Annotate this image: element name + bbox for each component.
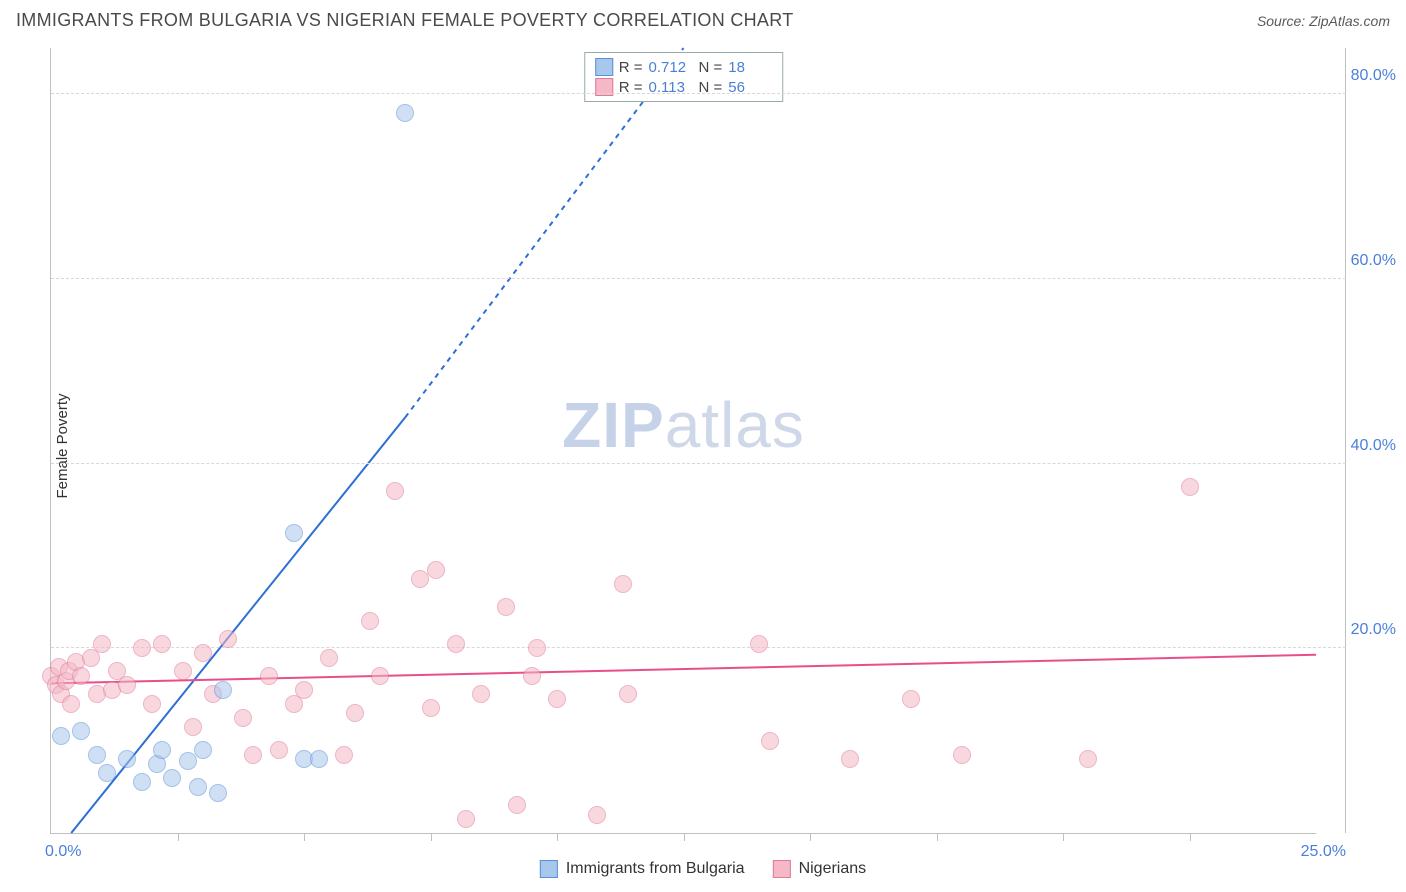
data-point (371, 667, 389, 685)
plot-area: ZIPatlas R = 0.712 N = 18 R = 0.113 N = … (50, 48, 1316, 834)
data-point (270, 741, 288, 759)
data-point (497, 598, 515, 616)
data-point (447, 635, 465, 653)
data-point (93, 635, 111, 653)
x-tick (557, 833, 558, 841)
data-point (88, 746, 106, 764)
data-point (588, 806, 606, 824)
y-tick-label: 60.0% (1351, 252, 1396, 270)
right-axis-line (1345, 48, 1346, 833)
x-tick (684, 833, 685, 841)
data-point (179, 752, 197, 770)
n-value-bulgaria: 18 (728, 59, 772, 76)
x-tick (178, 833, 179, 841)
data-point (457, 810, 475, 828)
gridline (51, 463, 1346, 464)
legend-item-bulgaria: Immigrants from Bulgaria (540, 860, 745, 878)
x-max-label: 25.0% (1301, 843, 1346, 861)
gridline (51, 93, 1346, 94)
x-tick (810, 833, 811, 841)
data-point (118, 676, 136, 694)
data-point (189, 778, 207, 796)
watermark: ZIPatlas (562, 388, 805, 462)
swatch-bulgaria (595, 58, 613, 76)
data-point (472, 685, 490, 703)
data-point (153, 635, 171, 653)
data-point (153, 741, 171, 759)
data-point (285, 524, 303, 542)
gridline (51, 647, 1346, 648)
gridline (51, 278, 1346, 279)
x-tick (937, 833, 938, 841)
data-point (750, 635, 768, 653)
source-attribution: Source: ZipAtlas.com (1257, 13, 1390, 29)
data-point (427, 561, 445, 579)
legend-label-bulgaria: Immigrants from Bulgaria (566, 860, 745, 878)
data-point (953, 746, 971, 764)
data-point (1181, 478, 1199, 496)
n-label: N = (699, 59, 723, 76)
data-point (841, 750, 859, 768)
data-point (234, 709, 252, 727)
chart-container: ZIPatlas R = 0.712 N = 18 R = 0.113 N = … (50, 48, 1316, 834)
data-point (133, 773, 151, 791)
data-point (508, 796, 526, 814)
data-point (761, 732, 779, 750)
data-point (52, 727, 70, 745)
data-point (320, 649, 338, 667)
data-point (422, 699, 440, 717)
y-tick-label: 20.0% (1351, 621, 1396, 639)
data-point (98, 764, 116, 782)
legend-row-bulgaria: R = 0.712 N = 18 (595, 57, 773, 77)
data-point (346, 704, 364, 722)
x-tick (304, 833, 305, 841)
data-point (361, 612, 379, 630)
legend-label-nigerians: Nigerians (799, 860, 867, 878)
data-point (72, 722, 90, 740)
swatch-nigerians (773, 860, 791, 878)
r-label: R = (619, 59, 643, 76)
data-point (118, 750, 136, 768)
x-tick (1190, 833, 1191, 841)
data-point (548, 690, 566, 708)
chart-title: IMMIGRANTS FROM BULGARIA VS NIGERIAN FEM… (16, 10, 794, 31)
data-point (184, 718, 202, 736)
data-point (386, 482, 404, 500)
data-point (396, 104, 414, 122)
y-tick-label: 40.0% (1351, 437, 1396, 455)
watermark-part2: atlas (665, 389, 805, 461)
data-point (163, 769, 181, 787)
data-point (902, 690, 920, 708)
r-value-bulgaria: 0.712 (649, 59, 693, 76)
series-legend: Immigrants from Bulgaria Nigerians (540, 860, 866, 878)
data-point (260, 667, 278, 685)
data-point (528, 639, 546, 657)
data-point (295, 681, 313, 699)
data-point (143, 695, 161, 713)
watermark-part1: ZIP (562, 389, 665, 461)
swatch-bulgaria (540, 860, 558, 878)
data-point (523, 667, 541, 685)
data-point (614, 575, 632, 593)
data-point (133, 639, 151, 657)
data-point (194, 644, 212, 662)
data-point (335, 746, 353, 764)
legend-item-nigerians: Nigerians (773, 860, 867, 878)
data-point (244, 746, 262, 764)
data-point (1079, 750, 1097, 768)
x-tick (1063, 833, 1064, 841)
data-point (174, 662, 192, 680)
data-point (310, 750, 328, 768)
data-point (619, 685, 637, 703)
data-point (219, 630, 237, 648)
correlation-legend: R = 0.712 N = 18 R = 0.113 N = 56 (584, 52, 784, 102)
y-tick-label: 80.0% (1351, 67, 1396, 85)
x-tick (431, 833, 432, 841)
x-origin-label: 0.0% (45, 843, 81, 861)
data-point (62, 695, 80, 713)
data-point (209, 784, 227, 802)
data-point (214, 681, 232, 699)
data-point (194, 741, 212, 759)
data-point (72, 667, 90, 685)
